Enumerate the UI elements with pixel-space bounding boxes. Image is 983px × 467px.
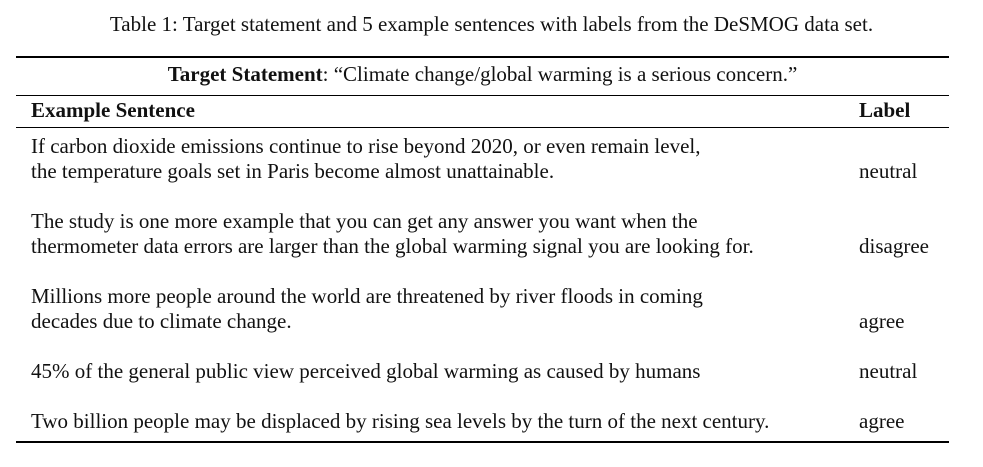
sentence-line: Two billion people may be displaced by r… [31, 409, 770, 433]
sentence-line: If carbon dioxide emissions continue to … [31, 134, 701, 158]
sentence-line: The study is one more example that you c… [31, 209, 698, 233]
row-label: neutral [859, 159, 918, 183]
target-statement: Target Statement: “Climate change/global… [16, 61, 949, 87]
target-statement-text: : “Climate change/global warming is a se… [322, 62, 798, 86]
target-statement-label: Target Statement [167, 62, 323, 86]
row-label: neutral [859, 359, 918, 383]
sentence-line: the temperature goals set in Paris becom… [31, 159, 555, 183]
sentence-line: 45% of the general public view perceived… [31, 359, 701, 383]
example-sentence: Two billion people may be displaced by r… [31, 409, 846, 434]
example-sentence: The study is one more example that you c… [31, 209, 846, 259]
bottom-rule [16, 441, 949, 443]
sentence-line: thermometer data errors are larger than … [31, 234, 754, 258]
example-sentence: Millions more people around the world ar… [31, 284, 846, 334]
top-rule [16, 56, 949, 58]
column-header-label: Label [859, 98, 911, 122]
row-label: agree [859, 409, 905, 433]
row-label: agree [859, 309, 905, 333]
example-sentence: 45% of the general public view perceived… [31, 359, 846, 384]
header-bottom-rule [16, 127, 949, 128]
row-label: disagree [859, 234, 929, 258]
sentence-line: Millions more people around the world ar… [31, 284, 703, 308]
table-caption: Table 1: Target statement and 5 example … [109, 12, 874, 36]
example-sentence: If carbon dioxide emissions continue to … [31, 134, 846, 184]
header-top-rule [16, 95, 949, 96]
sentence-line: decades due to climate change. [31, 309, 292, 333]
column-header-example-sentence: Example Sentence [31, 98, 195, 122]
